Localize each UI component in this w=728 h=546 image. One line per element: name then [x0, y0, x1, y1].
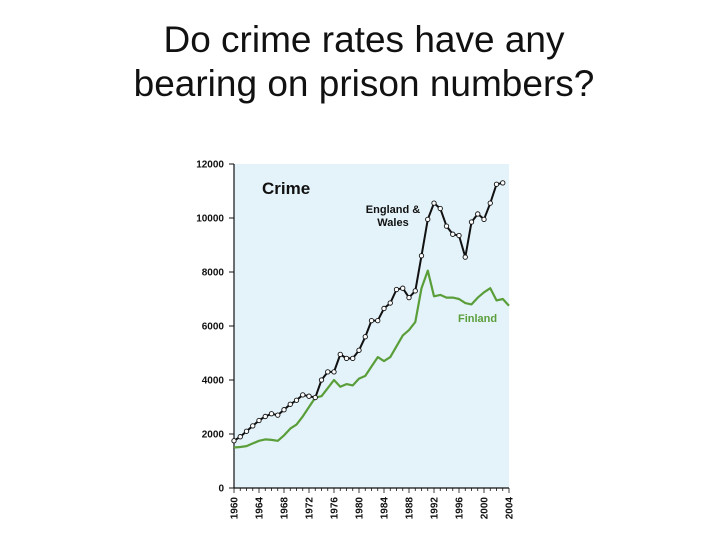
- data-point: [250, 423, 256, 429]
- plot-area: [234, 164, 509, 488]
- data-point: [462, 254, 468, 260]
- series-label-line: Wales: [377, 217, 408, 229]
- x-tick-label: 1988: [405, 497, 416, 520]
- series-line-finland: [233, 269, 510, 449]
- data-point: [443, 223, 450, 229]
- data-point: [243, 428, 250, 434]
- data-point: [343, 355, 350, 362]
- data-point: [412, 288, 418, 294]
- data-point: [350, 355, 356, 362]
- y-tick-label: 0: [218, 484, 224, 495]
- data-point: [431, 200, 437, 206]
- data-point: [387, 300, 393, 306]
- data-point: [481, 216, 487, 223]
- y-tick-label: 12000: [196, 160, 224, 171]
- x-tick-label: 1960: [230, 497, 241, 520]
- chart-title: Crime: [262, 179, 310, 198]
- x-tick-label: 1976: [330, 497, 341, 520]
- slide-title-line-2: bearing on prison numbers?: [133, 63, 595, 104]
- data-point: [468, 219, 475, 225]
- data-point: [450, 231, 456, 237]
- slide-title-line-1: Do crime rates have any: [163, 19, 565, 60]
- series-label-england-wales: England & Wales: [366, 204, 420, 229]
- data-point: [262, 413, 268, 420]
- data-point: [237, 434, 243, 440]
- y-tick-label: 6000: [202, 322, 225, 333]
- data-point: [293, 397, 300, 403]
- series-layer: [231, 180, 510, 449]
- data-point: [287, 401, 293, 407]
- data-point: [281, 407, 287, 413]
- data-point: [300, 392, 306, 398]
- series-label-finland: Finland: [458, 313, 497, 325]
- series-label-line: Finland: [458, 313, 497, 325]
- data-point: [231, 438, 237, 444]
- y-tick-label: 4000: [202, 376, 225, 387]
- data-point: [356, 347, 362, 353]
- data-point: [456, 232, 462, 239]
- data-point: [487, 200, 493, 206]
- series-label-line: England &: [366, 204, 420, 216]
- data-point: [400, 285, 406, 291]
- data-point: [418, 253, 425, 259]
- y-axis: 0 2000 4000 6000 8000 10000 12000: [196, 160, 235, 495]
- data-point: [306, 393, 312, 399]
- x-tick-label: 1996: [455, 497, 466, 520]
- data-point: [312, 394, 318, 401]
- data-point: [268, 411, 275, 417]
- data-point: [368, 317, 375, 324]
- data-point: [437, 205, 443, 212]
- data-point: [475, 211, 481, 217]
- data-point: [362, 334, 368, 340]
- data-point: [375, 317, 381, 324]
- data-point: [381, 305, 387, 312]
- data-point: [493, 181, 500, 187]
- x-tick-label: 1964: [255, 497, 266, 520]
- x-tick-label: 1972: [305, 497, 316, 520]
- x-tick-label: 2004: [505, 497, 516, 520]
- x-axis: 1960 1964 1968 1972 1976 1980 1984 1988 1992 1996…: [230, 487, 516, 520]
- data-point: [325, 369, 331, 375]
- x-tick-label: 2000: [480, 497, 491, 520]
- data-point: [275, 412, 281, 418]
- x-tick-label: 1968: [280, 497, 291, 520]
- y-tick-label: 8000: [202, 268, 225, 279]
- data-point: [406, 294, 412, 301]
- data-point: [256, 417, 262, 424]
- x-tick-label: 1980: [355, 497, 366, 520]
- data-point: [318, 377, 325, 383]
- y-tick-label: 10000: [196, 214, 224, 225]
- data-point: [331, 369, 337, 375]
- data-point: [425, 216, 431, 223]
- x-tick-label: 1984: [380, 497, 391, 520]
- data-point: [393, 286, 400, 293]
- slide-title: Do crime rates have any bearing on priso…: [0, 18, 728, 106]
- data-point: [500, 180, 506, 186]
- x-tick-label: 1992: [430, 497, 441, 520]
- data-point: [337, 351, 343, 357]
- y-tick-label: 2000: [202, 430, 225, 441]
